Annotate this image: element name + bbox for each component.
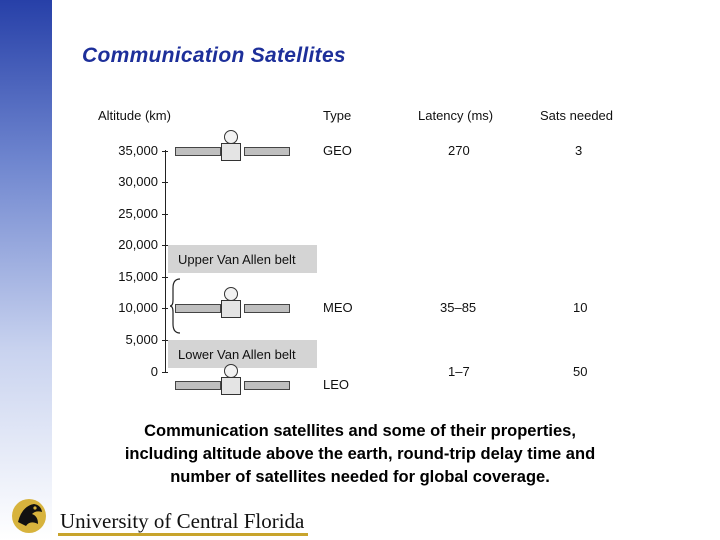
row-leo-sats: 50 [573, 364, 588, 379]
slide-caption: Communication satellites and some of the… [60, 420, 660, 489]
leo-satellite-icon [175, 364, 290, 398]
tick-mark [162, 182, 168, 183]
altitude-axis [165, 150, 166, 372]
altitude-tick: 10,000 [118, 300, 158, 315]
row-meo-type: MEO [323, 300, 353, 315]
side-gradient-bar [0, 0, 52, 540]
tick-mark [162, 277, 168, 278]
row-meo-latency: 35–85 [440, 300, 477, 315]
header-altitude: Altitude (km) [98, 108, 171, 123]
header-type: Type [323, 108, 352, 123]
meo-range-brace [170, 278, 181, 334]
tick-mark [162, 340, 168, 341]
altitude-tick: 30,000 [118, 174, 158, 189]
university-wordmark: University of Central Florida [60, 509, 305, 533]
row-geo-latency: 270 [448, 143, 470, 158]
geo-satellite-icon [175, 130, 290, 164]
tick-mark [162, 372, 168, 373]
altitude-tick: 15,000 [118, 269, 158, 284]
footer-accent-rule [58, 533, 308, 536]
altitude-tick: 5,000 [125, 332, 158, 347]
caption-line: Communication satellites and some of the… [144, 422, 576, 440]
row-meo-sats: 10 [573, 300, 588, 315]
tick-mark [162, 308, 168, 309]
upper-van-allen-belt: Upper Van Allen belt [168, 245, 317, 273]
row-leo-latency: 1–7 [448, 364, 470, 379]
row-geo-type: GEO [323, 143, 352, 158]
row-leo-type: LEO [323, 377, 350, 392]
satellite-figure: Altitude (km) Type Latency (ms) Sats nee… [90, 100, 650, 400]
header-latency: Latency (ms) [418, 108, 494, 123]
meo-satellite-icon [175, 287, 290, 321]
altitude-tick: 20,000 [118, 237, 158, 252]
slide-title: Communication Satellites [82, 44, 346, 67]
pegasus-logo-icon [12, 499, 46, 533]
lower-van-allen-belt: Lower Van Allen belt [168, 340, 317, 368]
row-geo-sats: 3 [575, 143, 583, 158]
tick-mark [162, 151, 168, 152]
caption-line: number of satellites needed for global c… [170, 468, 550, 486]
tick-mark [162, 245, 168, 246]
caption-line: including altitude above the earth, roun… [124, 445, 596, 463]
upper-belt-label: Upper Van Allen belt [178, 252, 296, 267]
altitude-tick: 0 [150, 364, 158, 379]
altitude-tick: 35,000 [118, 143, 158, 158]
lower-belt-label: Lower Van Allen belt [178, 347, 296, 362]
tick-mark [162, 214, 168, 215]
altitude-tick: 25,000 [118, 206, 158, 221]
header-sats-needed: Sats needed [540, 108, 614, 123]
